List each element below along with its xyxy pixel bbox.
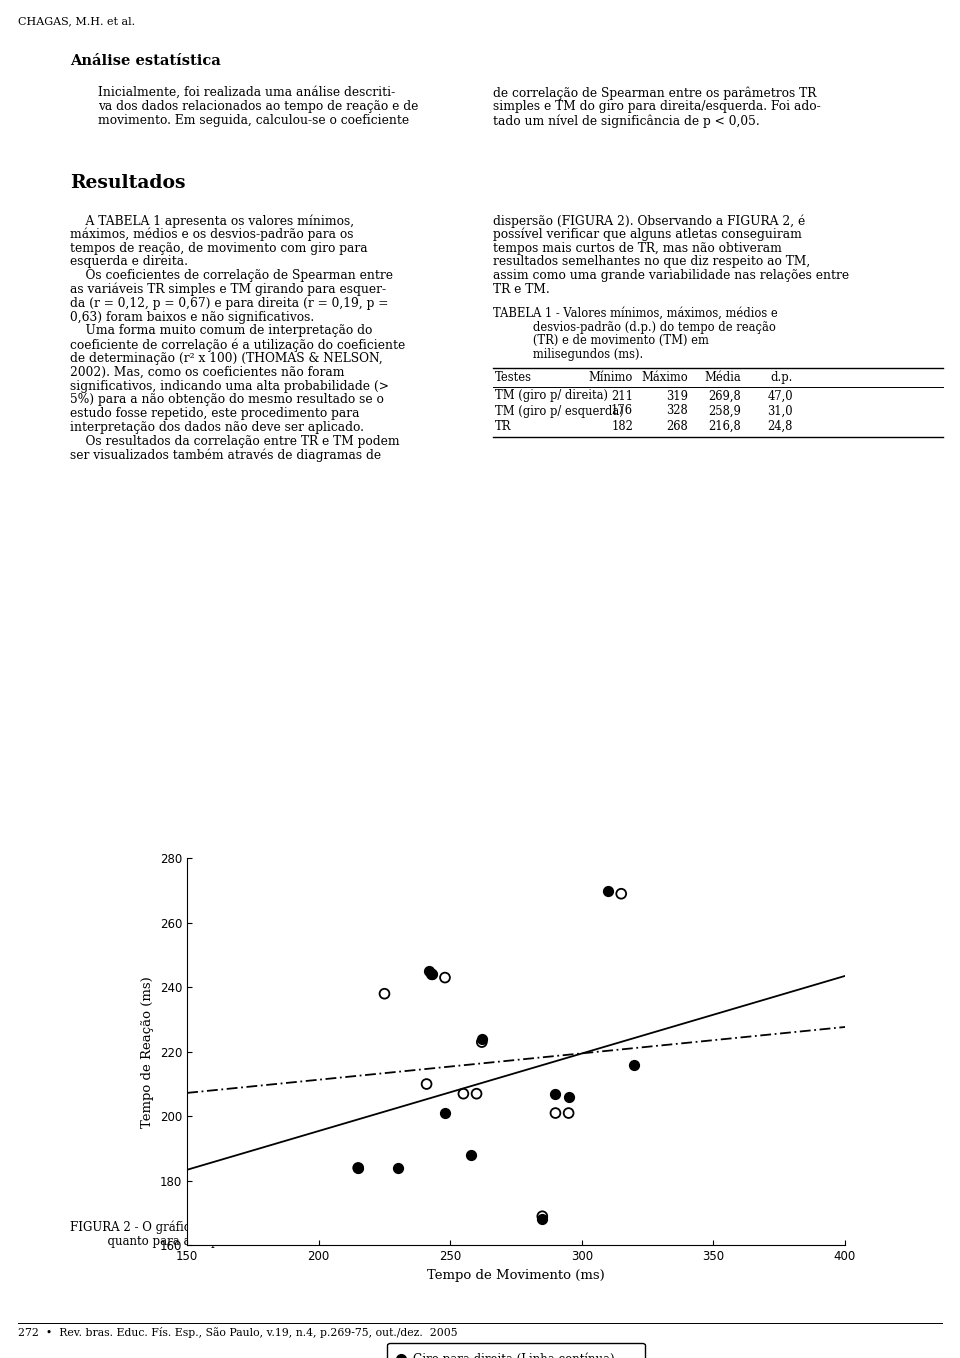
Point [438,1103,453,1124]
Point [424,964,440,986]
Point [561,1103,576,1124]
Text: Média: Média [705,371,741,384]
Point [535,1206,550,1228]
X-axis label: Tempo de Movimento (ms): Tempo de Movimento (ms) [427,1268,605,1282]
Text: 5%) para a não obtenção do mesmo resultado se o: 5%) para a não obtenção do mesmo resulta… [70,394,384,406]
Text: Inicialmente, foi realizada uma análise descriti-: Inicialmente, foi realizada uma análise … [98,86,396,99]
Point [390,1157,405,1179]
Text: Análise estatística: Análise estatística [70,54,221,68]
Text: de correlação de Spearman entre os parâmetros TR: de correlação de Spearman entre os parâm… [493,86,816,99]
Text: TABELA 1 - Valores mínimos, máximos, médios e: TABELA 1 - Valores mínimos, máximos, méd… [493,307,778,319]
Text: 216,8: 216,8 [708,420,741,432]
Text: de determinação (r² x 100) (THOMAS & NELSON,: de determinação (r² x 100) (THOMAS & NEL… [70,352,383,365]
Text: significativos, indicando uma alta probabilidade (>: significativos, indicando uma alta proba… [70,380,389,392]
Text: tempos mais curtos de TR, mas não obtiveram: tempos mais curtos de TR, mas não obtive… [493,242,781,254]
Text: va dos dados relacionados ao tempo de reação e de: va dos dados relacionados ao tempo de re… [98,100,419,113]
Text: resultados semelhantes no que diz respeito ao TM,: resultados semelhantes no que diz respei… [493,255,810,269]
Text: A TABELA 1 apresenta os valores mínimos,: A TABELA 1 apresenta os valores mínimos, [70,215,354,228]
Text: milisegundos (ms).: milisegundos (ms). [493,348,643,361]
Text: 31,0: 31,0 [767,405,793,417]
Text: 2002). Mas, como os coeficientes não foram: 2002). Mas, como os coeficientes não for… [70,365,345,379]
Text: 211: 211 [611,390,633,402]
Text: 268: 268 [666,420,688,432]
Text: possível verificar que alguns atletas conseguiram: possível verificar que alguns atletas co… [493,228,802,242]
Point [613,883,629,904]
Point [468,1082,484,1104]
Text: CHAGAS, M.H. et al.: CHAGAS, M.H. et al. [18,16,135,26]
Text: TM (giro p/ direita): TM (giro p/ direita) [495,390,608,402]
Point [600,880,615,902]
Point [548,1103,564,1124]
Text: Máximo: Máximo [641,371,688,384]
Text: 319: 319 [666,390,688,402]
Text: Os coeficientes de correlação de Spearman entre: Os coeficientes de correlação de Spearma… [70,269,393,282]
Text: 328: 328 [666,405,688,417]
Point [421,960,437,982]
Text: Mínimo: Mínimo [588,371,633,384]
Text: FIGURA 2 - O gráfico de dispersão ilustra a ausência de associação entre TR e TM: FIGURA 2 - O gráfico de dispersão ilustr… [70,1219,729,1233]
Text: 182: 182 [612,420,633,432]
Text: 269,8: 269,8 [708,390,741,402]
Point [456,1082,471,1104]
Text: interpretação dos dados não deve ser aplicado.: interpretação dos dados não deve ser apl… [70,421,364,435]
Text: estudo fosse repetido, este procedimento para: estudo fosse repetido, este procedimento… [70,407,359,420]
Text: máximos, médios e os desvios-padrão para os: máximos, médios e os desvios-padrão para… [70,228,353,242]
Point [350,1157,366,1179]
Point [474,1031,490,1052]
Text: Os resultados da correlação entre TR e TM podem: Os resultados da correlação entre TR e T… [70,435,399,448]
Text: Resultados: Resultados [70,174,185,191]
Point [350,1157,366,1179]
Text: ser visualizados também através de diagramas de: ser visualizados também através de diagr… [70,448,381,462]
Point [474,1028,490,1050]
Text: 258,9: 258,9 [708,405,741,417]
Point [561,1086,576,1108]
Text: coeficiente de correlação é a utilização do coeficiente: coeficiente de correlação é a utilização… [70,338,405,352]
Text: movimento. Em seguida, calculou-se o coeficiente: movimento. Em seguida, calculou-se o coe… [98,114,409,128]
Text: 24,8: 24,8 [768,420,793,432]
Text: TR: TR [495,420,512,432]
Point [464,1143,479,1165]
Point [627,1054,642,1076]
Text: Testes: Testes [495,371,532,384]
Text: tado um nível de significância de p < 0,05.: tado um nível de significância de p < 0,… [493,114,759,128]
Text: TR e TM.: TR e TM. [493,282,550,296]
Text: Uma forma muito comum de interpretação do: Uma forma muito comum de interpretação d… [70,325,372,337]
Point [548,1082,564,1104]
Point [376,983,393,1005]
Text: 0,63) foram baixos e não significativos.: 0,63) foram baixos e não significativos. [70,311,314,323]
Text: as variáveis TR simples e TM girando para esquer-: as variáveis TR simples e TM girando par… [70,282,386,296]
Text: dispersão (FIGURA 2). Observando a FIGURA 2, é: dispersão (FIGURA 2). Observando a FIGUR… [493,215,805,228]
Text: 47,0: 47,0 [767,390,793,402]
Legend: Giro para direita (Linha contínua), Giro para esquerda (Linha tracejada): Giro para direita (Linha contínua), Giro… [387,1343,645,1358]
Text: quanto para a esquerda.: quanto para a esquerda. [70,1234,253,1248]
Point [424,964,440,986]
Point [535,1209,550,1230]
Point [438,967,453,989]
Text: (TR) e de movimento (TM) em: (TR) e de movimento (TM) em [493,334,708,348]
Text: desvios-padrão (d.p.) do tempo de reação: desvios-padrão (d.p.) do tempo de reação [493,320,776,334]
Text: tempos de reação, de movimento com giro para: tempos de reação, de movimento com giro … [70,242,368,254]
Text: da (r = 0,12, p = 0,67) e para direita (r = 0,19, p =: da (r = 0,12, p = 0,67) e para direita (… [70,297,389,310]
Text: esquerda e direita.: esquerda e direita. [70,255,188,269]
Y-axis label: Tempo de Reação (ms): Tempo de Reação (ms) [141,976,155,1127]
Text: TM (giro p/ esquerda): TM (giro p/ esquerda) [495,405,624,417]
Text: assim como uma grande variabilidade nas relações entre: assim como uma grande variabilidade nas … [493,269,850,282]
Text: 176: 176 [611,405,633,417]
Point [419,1073,434,1095]
Text: simples e TM do giro para direita/esquerda. Foi ado-: simples e TM do giro para direita/esquer… [493,100,821,113]
Text: 272  •  Rev. bras. Educ. Fís. Esp., São Paulo, v.19, n.4, p.269-75, out./dez.  2: 272 • Rev. bras. Educ. Fís. Esp., São Pa… [18,1327,458,1338]
Text: d.p.: d.p. [771,371,793,384]
